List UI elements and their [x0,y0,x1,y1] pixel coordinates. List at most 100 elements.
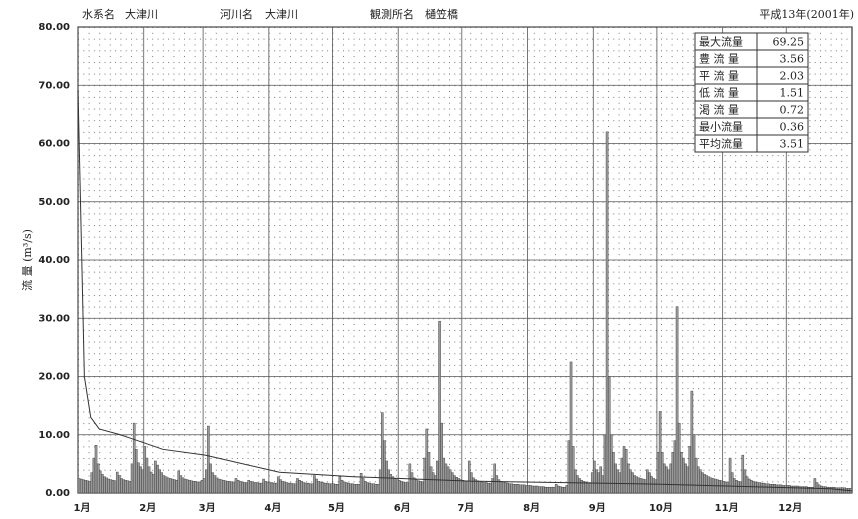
bar [627,463,630,494]
bar [451,472,454,494]
y-tick-label: 60.00 [38,139,70,150]
bar [786,485,789,494]
bar [219,479,223,494]
bar [152,474,155,494]
bar [332,483,335,494]
bar [255,482,259,494]
bar [610,434,613,494]
bar [400,481,403,494]
bar [279,479,282,494]
bar [141,469,144,494]
stats-bg [694,32,809,153]
bar [588,482,592,494]
bar [425,428,429,494]
bar [470,472,473,494]
bar [788,485,791,494]
bar [353,484,356,494]
bar [442,457,446,494]
bar [571,446,575,494]
bar [639,478,643,494]
bar [196,481,200,494]
bar [783,485,787,494]
bar [336,484,340,494]
bar [107,478,111,494]
bar [518,484,522,494]
bar [650,476,653,494]
bar [258,482,261,494]
bar [705,475,709,494]
bar [357,484,361,494]
bar [99,470,102,494]
bar [391,476,395,494]
bar [132,422,136,494]
bar [726,481,730,494]
header-label: 水系名 [82,7,115,21]
bar [323,482,327,494]
bar [217,478,221,494]
bar [245,482,248,494]
bar [105,477,108,494]
bar [270,482,274,494]
bar [747,478,751,494]
bar [395,479,399,494]
bar [260,482,263,494]
bar [417,480,420,494]
bar [88,481,91,494]
bar [508,483,511,494]
bar [603,434,607,494]
bar [238,481,242,494]
bar [826,486,829,494]
bar [487,482,490,494]
bar [489,482,492,494]
bar [499,481,503,494]
bar [342,481,346,494]
bar [160,472,164,494]
stats-label: 豊 流 量 [699,52,739,66]
bar [542,486,545,494]
stats-value: 0.72 [780,104,805,117]
bar [828,486,831,494]
bar [741,454,745,494]
bar [527,485,530,494]
bar [440,422,443,494]
bar [703,474,706,494]
bar [82,479,85,494]
bar [198,481,202,494]
bar [190,480,193,494]
bar [96,463,100,494]
bar [525,485,528,494]
bar [171,478,174,494]
bar [448,469,452,494]
bar [359,472,363,494]
bar [819,485,823,494]
bar [325,482,329,494]
bar [389,474,393,494]
bar [593,460,596,494]
header-label: 観測所名 [370,7,414,21]
bar [552,486,556,494]
bar [173,479,176,494]
bar [646,469,649,494]
bar [308,483,312,494]
bar [393,478,397,494]
bar [550,486,554,494]
bar [241,481,244,494]
lines [77,89,853,492]
bar [226,481,229,494]
bar [92,457,96,494]
bar [771,484,774,494]
bar [101,474,104,494]
bar [813,478,817,494]
bar [340,479,344,494]
bar [663,463,666,494]
bar [251,481,255,494]
bar [523,484,526,494]
bar [574,469,577,494]
bar [374,484,378,494]
bar [378,469,382,494]
bar [540,486,543,494]
bar [149,471,153,494]
bar [213,475,217,494]
bar [554,484,558,494]
